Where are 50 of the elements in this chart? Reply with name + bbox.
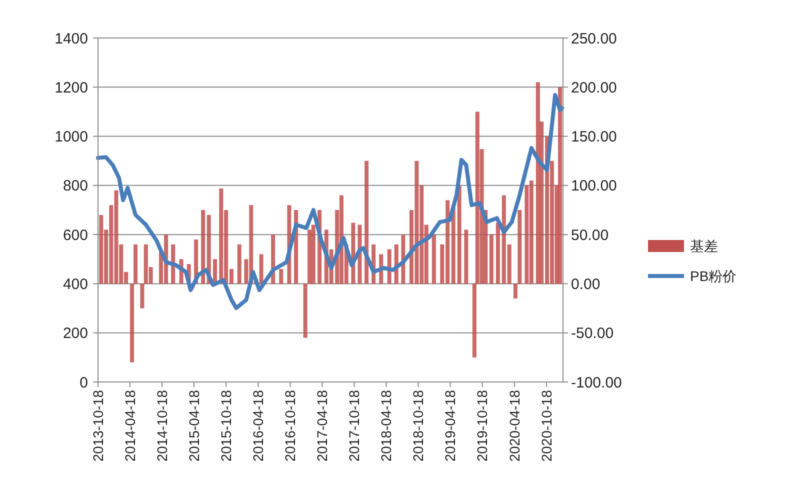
bar [518,210,522,284]
legend-label: 基差 [690,238,718,254]
bar [364,160,369,284]
x-tick-label: 2019-10-18 [474,390,490,462]
bar [464,230,468,284]
bar [201,210,206,284]
bar [237,244,242,284]
y2-tick-label: 200.00 [571,79,617,96]
x-tick-label: 2017-04-18 [314,390,330,462]
x-tick-label: 2014-10-18 [154,390,170,462]
bar [496,222,500,284]
bar [457,185,462,284]
x-tick-label: 2015-10-18 [218,390,234,462]
y2-tick-label: 50.00 [571,226,609,244]
bar [311,224,316,284]
y-tick-label: 400 [62,276,88,293]
x-tick-label: 2016-04-18 [250,390,266,462]
y2-tick-label: 100.00 [571,178,617,195]
y-tick-label: 0 [80,374,88,392]
y2-tick-label: -50.00 [571,325,614,342]
x-tick-label: 2015-04-18 [186,390,202,462]
x-tick-label: 2017-10-18 [346,390,362,462]
legend-label: PB粉价 [690,268,737,284]
bar [513,284,518,298]
bar [303,284,308,338]
y2-tick-label: 150.00 [571,128,617,146]
y-tick-label: 1400 [54,30,88,48]
y2-tick-label: 250.00 [571,30,617,48]
bar [279,268,284,284]
line-series [96,93,564,310]
x-tick-label: 2020-10-18 [538,390,554,462]
x-tick-label: 2018-10-18 [410,390,426,462]
y2-tick-label: -100.00 [571,374,622,392]
bar [212,259,217,284]
bar [558,87,562,284]
y-tick-label: 600 [62,226,88,244]
y-tick-label: 200 [62,325,88,342]
x-tick-label: 2020-04-18 [506,390,522,462]
x-tick-label: 2014-04-18 [122,390,138,462]
bar [489,234,494,284]
y2-tick-label: 0.00 [571,276,600,293]
y-tick-label: 800 [62,178,88,195]
y-tick-label: 1200 [54,79,88,96]
bar [432,234,436,284]
x-tick-label: 2013-10-18 [90,390,106,462]
x-tick-label: 2016-10-18 [282,390,298,462]
bar [140,284,144,308]
x-tick-label: 2019-04-18 [442,390,458,462]
x-tick-label: 2018-04-18 [378,390,394,462]
y-tick-label: 1000 [54,128,88,146]
